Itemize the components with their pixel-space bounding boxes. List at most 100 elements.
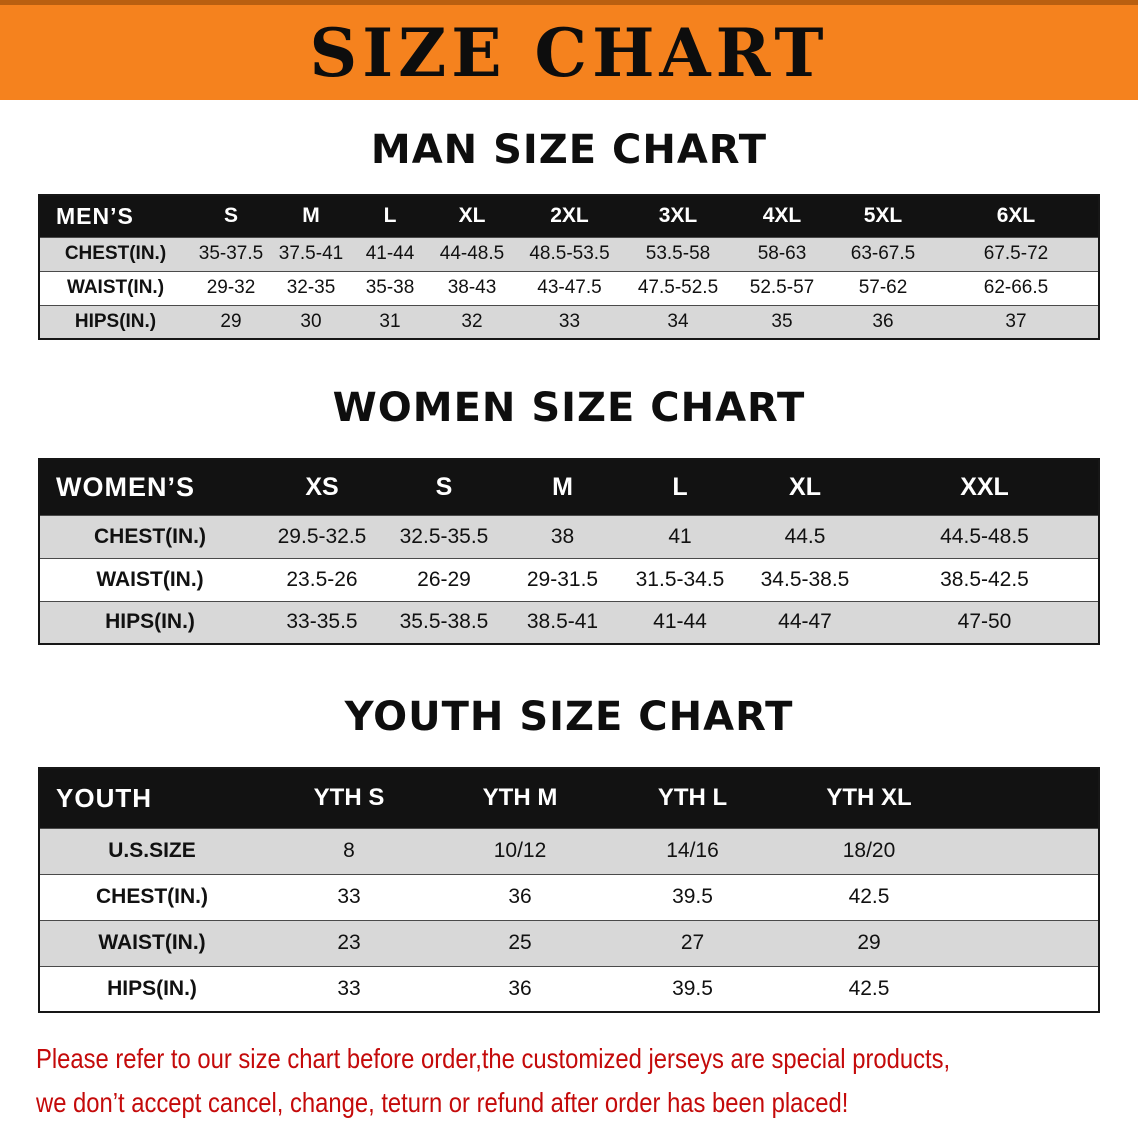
table-row: HIPS(IN.) 33 36 39.5 42.5 (39, 966, 1099, 1012)
youth-section-heading: YOUTH SIZE CHART (344, 694, 794, 740)
row-label: WAIST(IN.) (66, 277, 165, 298)
table-row: HIPS(IN.) 33-35.5 35.5-38.5 38.5-41 41-4… (39, 601, 1099, 644)
size-cell: 32.5-35.5 (384, 515, 504, 558)
size-cell: 33 (515, 305, 624, 339)
row-spacer (959, 920, 1099, 966)
men-section-heading: MAN SIZE CHART (370, 127, 768, 173)
youth-header-row: YOUTH YTH S YTH M YTH L YTH XL (39, 768, 1099, 828)
size-cell: 41 (621, 515, 739, 558)
col-header: YTH XL (779, 768, 959, 828)
col-header: YTH M (434, 768, 606, 828)
size-cell: 35.5-38.5 (384, 601, 504, 644)
size-cell: 47-50 (871, 601, 1099, 644)
size-cell: 23.5-26 (286, 567, 358, 591)
footer-disclaimer: Please refer to our size chart before or… (0, 1037, 1138, 1125)
women-section-heading: WOMEN SIZE CHART (332, 385, 806, 431)
youth-section: YOUTH SIZE CHART YOUTH YTH S YTH M YTH L… (0, 693, 1138, 1013)
size-cell: 32-35 (286, 277, 336, 298)
col-header: XL (429, 195, 515, 237)
size-cell: 37 (934, 305, 1099, 339)
size-cell: 36 (832, 305, 934, 339)
disclaimer-line-1: Please refer to our size chart before or… (36, 1043, 951, 1074)
size-cell: 67.5-72 (934, 237, 1099, 271)
col-header: M (271, 195, 351, 237)
men-size-table: MEN’S S M L XL 2XL 3XL 4XL 5XL 6XL CHEST… (38, 194, 1100, 340)
youth-table-title: YOUTH (39, 768, 264, 828)
row-label: CHEST(IN.) (39, 237, 191, 271)
size-cell: 35 (732, 305, 832, 339)
table-row: CHEST(IN.) 29.5-32.5 32.5-35.5 38 41 44.… (39, 515, 1099, 558)
size-cell: 36 (508, 885, 532, 908)
size-cell: 31.5-34.5 (635, 567, 725, 591)
size-cell: 57-62 (858, 277, 908, 298)
row-label: HIPS(IN.) (107, 976, 197, 1000)
row-label: WAIST(IN.) (96, 567, 204, 591)
col-header: S (384, 459, 504, 515)
table-row: WAIST(IN.) 29-32 32-35 35-38 38-43 43-47… (39, 271, 1099, 305)
women-table-title: WOMEN’S (39, 459, 260, 515)
col-header: 2XL (515, 195, 624, 237)
banner: SIZE CHART (0, 0, 1138, 100)
col-header: L (621, 459, 739, 515)
size-cell: 30 (271, 305, 351, 339)
size-cell: 47.5-52.5 (637, 277, 719, 298)
row-label: CHEST(IN.) (39, 515, 260, 558)
men-header-row: MEN’S S M L XL 2XL 3XL 4XL 5XL 6XL (39, 195, 1099, 237)
size-cell: 25 (434, 920, 606, 966)
size-cell: 32 (429, 305, 515, 339)
col-header: 6XL (934, 195, 1099, 237)
men-table-title: MEN’S (39, 195, 191, 237)
size-cell: 34.5-38.5 (760, 567, 850, 591)
size-cell: 10/12 (434, 828, 606, 874)
row-label: CHEST(IN.) (96, 885, 208, 908)
size-cell: 44.5-48.5 (871, 515, 1099, 558)
women-header-row: WOMEN’S XS S M L XL XXL (39, 459, 1099, 515)
size-cell: 18/20 (779, 828, 959, 874)
table-row: CHEST(IN.) 33 36 39.5 42.5 (39, 874, 1099, 920)
men-section: MAN SIZE CHART MEN’S S M L XL 2XL 3XL 4X… (0, 126, 1138, 340)
size-cell: 23 (264, 920, 434, 966)
col-header: 4XL (732, 195, 832, 237)
table-row: WAIST(IN.) 23 25 27 29 (39, 920, 1099, 966)
women-size-table: WOMEN’S XS S M L XL XXL CHEST(IN.) 29.5-… (38, 458, 1100, 645)
size-cell: 27 (606, 920, 779, 966)
table-row: U.S.SIZE 8 10/12 14/16 18/20 (39, 828, 1099, 874)
size-cell: 35-37.5 (191, 237, 271, 271)
size-cell: 33-35.5 (260, 601, 384, 644)
size-cell: 44.5 (739, 515, 871, 558)
size-cell: 42.5 (848, 976, 890, 1000)
row-label: U.S.SIZE (39, 828, 264, 874)
col-header: L (351, 195, 429, 237)
size-cell: 43-47.5 (537, 277, 602, 298)
size-cell: 34 (624, 305, 732, 339)
row-label: HIPS(IN.) (39, 601, 260, 644)
size-cell: 58-63 (732, 237, 832, 271)
size-cell: 33 (337, 976, 361, 1000)
size-cell: 38.5-42.5 (940, 567, 1029, 591)
col-header: YTH L (606, 768, 779, 828)
size-cell: 26-29 (417, 567, 471, 591)
size-cell: 42.5 (848, 885, 890, 908)
col-header: XXL (871, 459, 1099, 515)
size-cell: 29-31.5 (526, 567, 599, 591)
women-section: WOMEN SIZE CHART WOMEN’S XS S M L XL XXL (0, 384, 1138, 645)
row-spacer (959, 828, 1099, 874)
table-row: HIPS(IN.) 29 30 31 32 33 34 35 36 37 (39, 305, 1099, 339)
size-cell: 48.5-53.5 (515, 237, 624, 271)
size-cell: 29 (779, 920, 959, 966)
size-cell: 37.5-41 (271, 237, 351, 271)
size-cell: 44-47 (739, 601, 871, 644)
col-header: 5XL (832, 195, 934, 237)
size-cell: 29-32 (206, 277, 256, 298)
size-cell: 36 (508, 976, 532, 1000)
table-row: WAIST(IN.) 23.5-26 26-29 29-31.5 31.5-34… (39, 558, 1099, 601)
size-cell: 8 (264, 828, 434, 874)
size-cell: 63-67.5 (832, 237, 934, 271)
size-cell: 39.5 (672, 885, 713, 908)
row-spacer (959, 874, 1099, 920)
size-cell: 29.5-32.5 (260, 515, 384, 558)
col-header: M (504, 459, 621, 515)
col-header: XS (260, 459, 384, 515)
size-cell: 53.5-58 (624, 237, 732, 271)
